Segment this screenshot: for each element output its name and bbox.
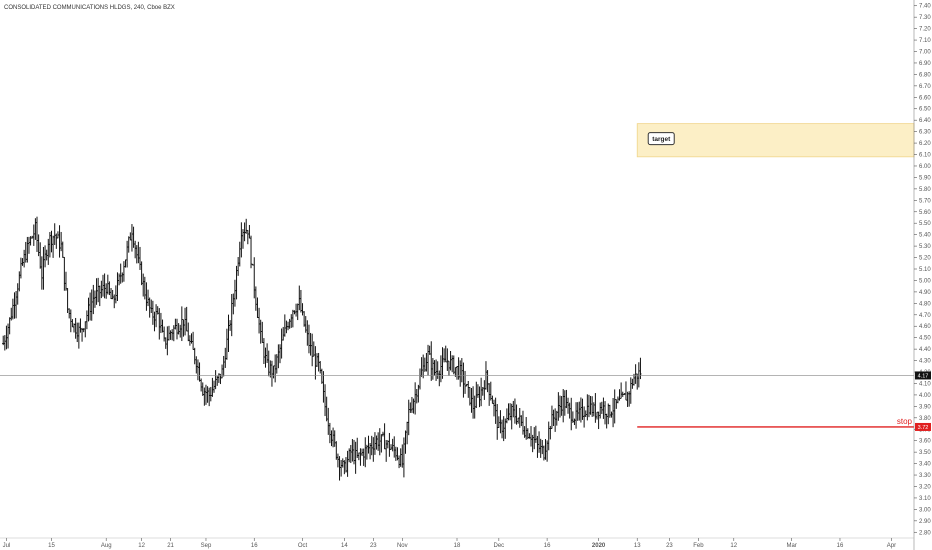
y-tick-label: 5.40 bbox=[919, 233, 931, 239]
x-tick-label: Nov bbox=[397, 543, 408, 549]
target-zone-layer: target bbox=[636, 123, 915, 158]
y-tick-label: 7.20 bbox=[919, 27, 931, 33]
y-tick-label: 6.60 bbox=[919, 95, 931, 101]
target-label: target bbox=[652, 136, 671, 143]
y-tick-label: 3.10 bbox=[919, 496, 931, 502]
x-tick-label: Oct bbox=[298, 543, 308, 549]
y-tick-label: 6.70 bbox=[919, 84, 931, 90]
y-tick-label: 7.00 bbox=[919, 50, 931, 56]
y-tick-label: 6.30 bbox=[919, 130, 931, 136]
x-tick-label: Dec bbox=[494, 543, 505, 549]
y-tick-label: 3.40 bbox=[919, 462, 931, 468]
y-tick-label: 6.40 bbox=[919, 118, 931, 124]
y-tick-label: 4.30 bbox=[919, 359, 931, 365]
y-tick-label: 6.90 bbox=[919, 61, 931, 67]
last-price-badge: 4.17 bbox=[918, 373, 929, 379]
price-lines: stop bbox=[0, 375, 914, 428]
x-tick-label: 15 bbox=[48, 543, 55, 549]
x-tick-label: 21 bbox=[167, 543, 174, 549]
price-badges: 4.17 3.72 bbox=[915, 371, 931, 431]
x-tick-label: Mar bbox=[787, 543, 797, 549]
y-tick-label: 4.80 bbox=[919, 301, 931, 307]
y-tick-label: 5.20 bbox=[919, 256, 931, 262]
x-tick-label: 16 bbox=[837, 543, 844, 549]
stop-price-badge: 3.72 bbox=[918, 425, 929, 431]
x-tick-label: 18 bbox=[454, 543, 461, 549]
y-tick-label: 2.90 bbox=[919, 519, 931, 525]
target-label-box bbox=[647, 132, 675, 146]
y-tick-label: 4.40 bbox=[919, 347, 931, 353]
y-tick-label: 5.70 bbox=[919, 198, 931, 204]
y-tick-label: 7.10 bbox=[919, 38, 931, 44]
x-tick-label: Apr bbox=[887, 543, 896, 549]
target-zone bbox=[636, 123, 915, 158]
y-tick-label: 3.50 bbox=[919, 450, 931, 456]
y-tick-label: 6.50 bbox=[919, 107, 931, 113]
x-tick-label: 13 bbox=[634, 543, 641, 549]
y-tick-label: 4.00 bbox=[919, 393, 931, 399]
y-tick-label: 5.60 bbox=[919, 210, 931, 216]
price-bars bbox=[2, 216, 642, 481]
x-tick-label: 23 bbox=[370, 543, 377, 549]
x-tick-label: Feb bbox=[693, 543, 704, 549]
x-tick-label: 16 bbox=[544, 543, 551, 549]
y-tick-label: 6.20 bbox=[919, 141, 931, 147]
y-tick-label: 4.90 bbox=[919, 290, 931, 296]
y-tick-label: 4.60 bbox=[919, 324, 931, 330]
x-tick-label: 16 bbox=[251, 543, 258, 549]
stop-label: stop bbox=[897, 417, 913, 426]
price-axis[interactable]: 7.40 7.30 7.20 7.10 7.00 6.90 6.80 6.70 6.60 6.50… bbox=[914, 4, 931, 537]
y-tick-label: 3.60 bbox=[919, 439, 931, 445]
last-price-badge-bg bbox=[915, 371, 931, 380]
x-tick-label: 2020 bbox=[592, 543, 606, 549]
y-tick-label: 5.50 bbox=[919, 221, 931, 227]
y-tick-label: 3.90 bbox=[919, 404, 931, 410]
x-tick-label: Aug bbox=[101, 543, 112, 549]
y-tick-label: 4.50 bbox=[919, 336, 931, 342]
y-tick-label: 7.30 bbox=[919, 15, 931, 21]
y-tick-label: 6.80 bbox=[919, 72, 931, 78]
stop-price-badge-bg bbox=[915, 422, 931, 431]
x-tick-label: Sep bbox=[201, 543, 212, 549]
x-tick-label: 14 bbox=[341, 543, 348, 549]
y-tick-label: 7.40 bbox=[919, 4, 931, 10]
y-tick-label: 2.80 bbox=[919, 530, 931, 536]
y-tick-label: 5.10 bbox=[919, 267, 931, 273]
y-tick-label: 4.70 bbox=[919, 313, 931, 319]
y-tick-label: 5.90 bbox=[919, 175, 931, 181]
y-tick-label: 3.00 bbox=[919, 507, 931, 513]
chart-title: CONSOLIDATED COMMUNICATIONS HLDGS, 240, … bbox=[4, 5, 175, 11]
y-tick-label: 3.80 bbox=[919, 416, 931, 422]
x-tick-label: Jul bbox=[3, 543, 11, 549]
x-tick-label: 23 bbox=[666, 543, 673, 549]
y-tick-label: 5.80 bbox=[919, 187, 931, 193]
x-tick-label: 12 bbox=[730, 543, 737, 549]
y-tick-label: 3.20 bbox=[919, 484, 931, 490]
y-tick-label: 6.00 bbox=[919, 164, 931, 170]
time-axis[interactable]: Jul 15 Aug 12 21 Sep 16 Oct 14 23 Nov 18 Dec 16 2020 13… bbox=[3, 538, 897, 549]
y-tick-label: 3.30 bbox=[919, 473, 931, 479]
y-tick-label: 5.00 bbox=[919, 278, 931, 284]
y-tick-label: 5.30 bbox=[919, 244, 931, 250]
y-tick-label: 4.10 bbox=[919, 381, 931, 387]
x-tick-label: 12 bbox=[138, 543, 145, 549]
y-tick-label: 6.10 bbox=[919, 153, 931, 159]
